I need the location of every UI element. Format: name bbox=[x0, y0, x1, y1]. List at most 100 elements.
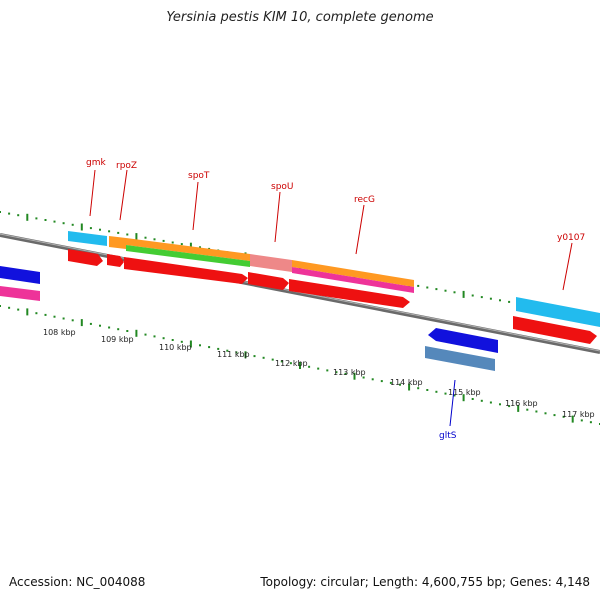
gene-label-y0107: y0107 bbox=[557, 233, 585, 243]
outer-tick-minor bbox=[53, 220, 56, 223]
outer-tick-minor bbox=[435, 288, 438, 291]
inner-tick-minor bbox=[371, 378, 374, 381]
outer-tick-minor bbox=[117, 231, 120, 234]
outer-tick-minor bbox=[471, 294, 474, 297]
inner-tick-minor bbox=[171, 339, 174, 341]
outer-tick-minor bbox=[108, 230, 111, 233]
leader-y0107 bbox=[562, 242, 573, 291]
inner-tick-minor bbox=[180, 340, 183, 343]
inner-tick-minor bbox=[253, 355, 256, 358]
outer-tick-minor bbox=[99, 228, 101, 231]
inner-tick-minor bbox=[289, 362, 292, 365]
inner-tick-major bbox=[353, 372, 356, 380]
inner-tick-minor bbox=[117, 328, 120, 331]
inner-tick-minor bbox=[317, 367, 320, 370]
inner-tick-minor bbox=[453, 394, 456, 397]
feature-gmk-cyan bbox=[68, 231, 107, 246]
feature-spoT-cds bbox=[124, 257, 248, 284]
feature-gltS-steel bbox=[425, 346, 495, 371]
inner-tick-minor bbox=[0, 305, 1, 307]
outer-tick-minor bbox=[62, 222, 65, 225]
leader-gltS bbox=[449, 379, 456, 427]
outer-tick-minor bbox=[180, 243, 183, 246]
inner-tick-minor bbox=[126, 330, 129, 332]
inner-tick-minor bbox=[17, 308, 20, 311]
inner-tick-major bbox=[26, 308, 29, 316]
inner-tick-minor bbox=[362, 376, 365, 379]
outer-tick-major bbox=[80, 223, 83, 231]
accession-text: Accession: NC_004088 bbox=[9, 575, 146, 589]
inner-tick-minor bbox=[508, 405, 511, 408]
outer-tick-minor bbox=[199, 246, 201, 249]
map-title: Yersinia pestis KIM 10, complete genome bbox=[166, 10, 434, 25]
leader-rpoZ bbox=[119, 169, 128, 221]
inner-tick-minor bbox=[562, 415, 565, 418]
inner-tick-major bbox=[299, 362, 301, 369]
scale-label: 117 kbp bbox=[562, 410, 595, 419]
outer-tick-major bbox=[462, 290, 465, 298]
inner-tick-minor bbox=[335, 371, 338, 374]
inner-tick-minor bbox=[62, 317, 65, 320]
inner-tick-minor bbox=[199, 344, 201, 347]
outer-tick-minor bbox=[71, 223, 74, 226]
scale-label: 108 kbp bbox=[43, 328, 76, 337]
outer-tick-major bbox=[26, 213, 29, 221]
inner-tick-minor bbox=[489, 401, 492, 404]
gene-label-gmk: gmk bbox=[86, 158, 106, 168]
outer-tick-major bbox=[135, 233, 138, 241]
feature-spoT-green bbox=[126, 245, 250, 267]
outer-tick-minor bbox=[126, 233, 129, 236]
feature-y0107-cyan bbox=[516, 297, 600, 327]
outer-tick-minor bbox=[444, 289, 447, 292]
scale-label: 110 kbp bbox=[159, 343, 192, 352]
feature-recG-pink bbox=[292, 267, 414, 293]
inner-tick-minor bbox=[426, 389, 429, 391]
inner-tick-major bbox=[135, 329, 138, 337]
inner-tick-major bbox=[462, 394, 465, 402]
leader-spoT bbox=[192, 181, 199, 231]
outer-tick-minor bbox=[0, 211, 1, 213]
inner-tick-minor bbox=[326, 369, 329, 372]
leader-gmk bbox=[89, 169, 96, 217]
inner-tick-minor bbox=[535, 410, 538, 413]
gene-label-gltS: gltS bbox=[439, 431, 457, 441]
outer-tick-minor bbox=[44, 219, 47, 221]
scale-label: 111 kbp bbox=[217, 350, 250, 359]
outer-tick-minor bbox=[489, 297, 492, 300]
gene-label-spoU: spoU bbox=[271, 182, 294, 192]
scale-label: 112 kbp bbox=[275, 359, 308, 368]
inner-tick-major bbox=[189, 340, 192, 348]
outer-tick-minor bbox=[508, 300, 511, 303]
inner-tick-minor bbox=[44, 313, 47, 316]
feature-spoT-orange bbox=[126, 238, 250, 261]
inner-tick-major bbox=[408, 383, 411, 391]
feature-recG-cds bbox=[289, 279, 410, 308]
outer-tick-minor bbox=[499, 299, 501, 302]
inner-tick-minor bbox=[553, 414, 556, 417]
outer-tick-minor bbox=[171, 241, 174, 244]
inner-tick-minor bbox=[144, 333, 147, 336]
outer-tick-minor bbox=[8, 212, 11, 215]
inner-tick-minor bbox=[471, 398, 474, 400]
gene-label-rpoZ: rpoZ bbox=[116, 161, 137, 171]
inner-tick-minor bbox=[399, 383, 401, 386]
outer-tick-minor bbox=[17, 214, 20, 217]
inner-tick-minor bbox=[71, 319, 74, 322]
inner-tick-minor bbox=[544, 412, 547, 415]
inner-tick-minor bbox=[35, 312, 38, 315]
genome-summary-text: Topology: circular; Length: 4,600,755 bp… bbox=[260, 575, 590, 589]
feature-rpoZ-orange bbox=[109, 236, 126, 249]
inner-tick-track bbox=[0, 305, 600, 425]
inner-tick-minor bbox=[280, 360, 283, 363]
scale-label: 113 kbp bbox=[333, 368, 366, 377]
outer-tick-minor bbox=[417, 284, 420, 287]
feature-rpoZ-cds bbox=[107, 254, 124, 267]
scale-label: 109 kbp bbox=[101, 335, 134, 344]
feature-recG-orange bbox=[292, 260, 414, 287]
inner-tick-minor bbox=[308, 365, 311, 368]
inner-tick-minor bbox=[499, 403, 501, 406]
feature-left-pink bbox=[0, 286, 40, 301]
scale-label: 116 kbp bbox=[505, 399, 538, 408]
inner-tick-minor bbox=[417, 387, 420, 390]
feature-y0107-cds bbox=[513, 316, 597, 344]
